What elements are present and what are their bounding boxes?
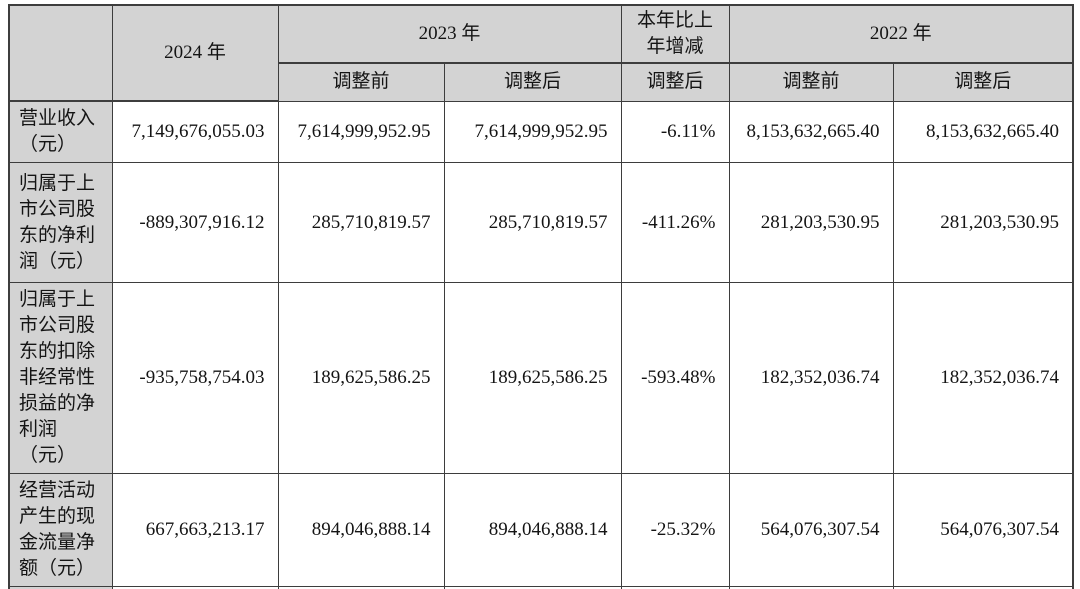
value-change: -25.32% [620, 473, 730, 587]
value-2023-before: 189,625,586.25 [277, 282, 445, 474]
subheader-2023-before: 调整前 [277, 62, 445, 102]
value-2023-before: 894,046,888.14 [277, 473, 445, 587]
row-label: 归属于上 市公司股 东的扣除 非经常性 损益的净 利润 （元） [8, 282, 113, 474]
value-2023-after: 189,625,586.25 [443, 282, 622, 474]
header-row-years: 2024 年 2023 年 本年比上 年增减 2022 年 [8, 4, 1074, 102]
value-change: -6.11% [620, 100, 730, 163]
value-change: -593.48% [620, 282, 730, 474]
header-year-2022: 2022 年 [728, 4, 1074, 64]
value-2022-before: 281,203,530.95 [728, 162, 894, 283]
row-label: 营业收入 （元） [8, 100, 113, 163]
value-2022-after: 564,076,307.54 [892, 473, 1074, 587]
header-year-2023: 2023 年 [277, 4, 622, 64]
table-row-clipped [8, 586, 1074, 589]
header-metric-empty-cell [8, 4, 113, 102]
table-row-net-profit-excl-nonrecurring: 归属于上 市公司股 东的扣除 非经常性 损益的净 利润 （元） -935,758… [8, 282, 1074, 474]
value-2024: 7,149,676,055.03 [111, 100, 279, 163]
table-row-operating-cash-flow: 经营活动 产生的现 金流量净 额（元） 667,663,213.17 894,0… [8, 473, 1074, 587]
subheader-2022-before: 调整前 [728, 62, 894, 102]
value-2023-after: 7,614,999,952.95 [443, 100, 622, 163]
value-2022-before: 182,352,036.74 [728, 282, 894, 474]
value-2023-before: 7,614,999,952.95 [277, 100, 445, 163]
table-row-net-profit: 归属于上 市公司股 东的净利 润（元） -889,307,916.12 285,… [8, 162, 1074, 283]
header-row-adjustment: 调整前 调整后 调整后 调整前 调整后 [9, 62, 1074, 102]
value-2023-before: 285,710,819.57 [277, 162, 445, 283]
value-2024: -935,758,754.03 [111, 282, 279, 474]
value-2022-after: 182,352,036.74 [892, 282, 1074, 474]
value-2022-before: 8,153,632,665.40 [728, 100, 894, 163]
subheader-change-after: 调整后 [620, 62, 730, 102]
header-year-2024: 2024 年 [111, 4, 279, 102]
header-yoy-change: 本年比上 年增减 [620, 4, 730, 64]
value-2023-after: 894,046,888.14 [443, 473, 622, 587]
value-change: -411.26% [620, 162, 730, 283]
value-2023-after [443, 586, 622, 589]
subheader-2023-after: 调整后 [443, 62, 622, 102]
value-2022-before: 564,076,307.54 [728, 473, 894, 587]
value-2022-after: 281,203,530.95 [892, 162, 1074, 283]
subheader-2022-after: 调整后 [892, 62, 1074, 102]
table-row-revenue: 营业收入 （元） 7,149,676,055.03 7,614,999,952.… [8, 100, 1074, 163]
row-label: 归属于上 市公司股 东的净利 润（元） [8, 162, 113, 283]
value-2024: -889,307,916.12 [111, 162, 279, 283]
row-label: 经营活动 产生的现 金流量净 额（元） [8, 473, 113, 587]
value-2023-after: 285,710,819.57 [443, 162, 622, 283]
value-2024: 667,663,213.17 [111, 473, 279, 587]
financial-summary-table: 2024 年 2023 年 本年比上 年增减 2022 年 调整前 调整后 调整… [8, 4, 1075, 589]
value-2022-after: 8,153,632,665.40 [892, 100, 1074, 163]
value-2022-after [892, 586, 1074, 589]
